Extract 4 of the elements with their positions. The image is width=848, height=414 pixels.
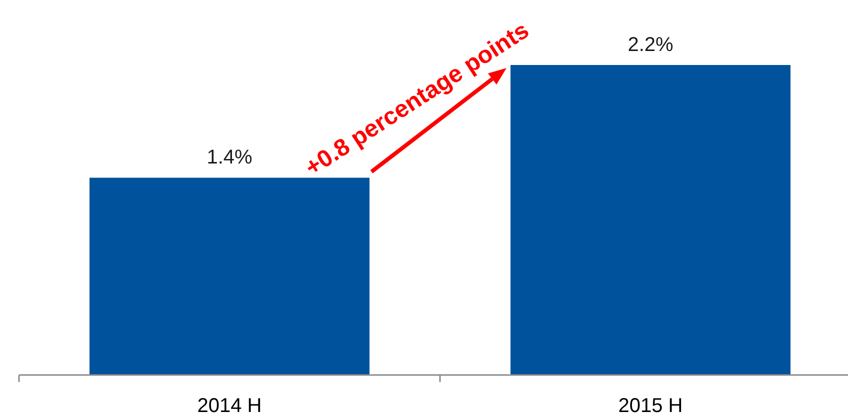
data-label: 1.4% [206, 146, 253, 169]
x-tick-label: 2014 H [197, 395, 262, 414]
x-tick-label: 2015 H [618, 395, 683, 414]
data-label: 2.2% [628, 34, 674, 56]
